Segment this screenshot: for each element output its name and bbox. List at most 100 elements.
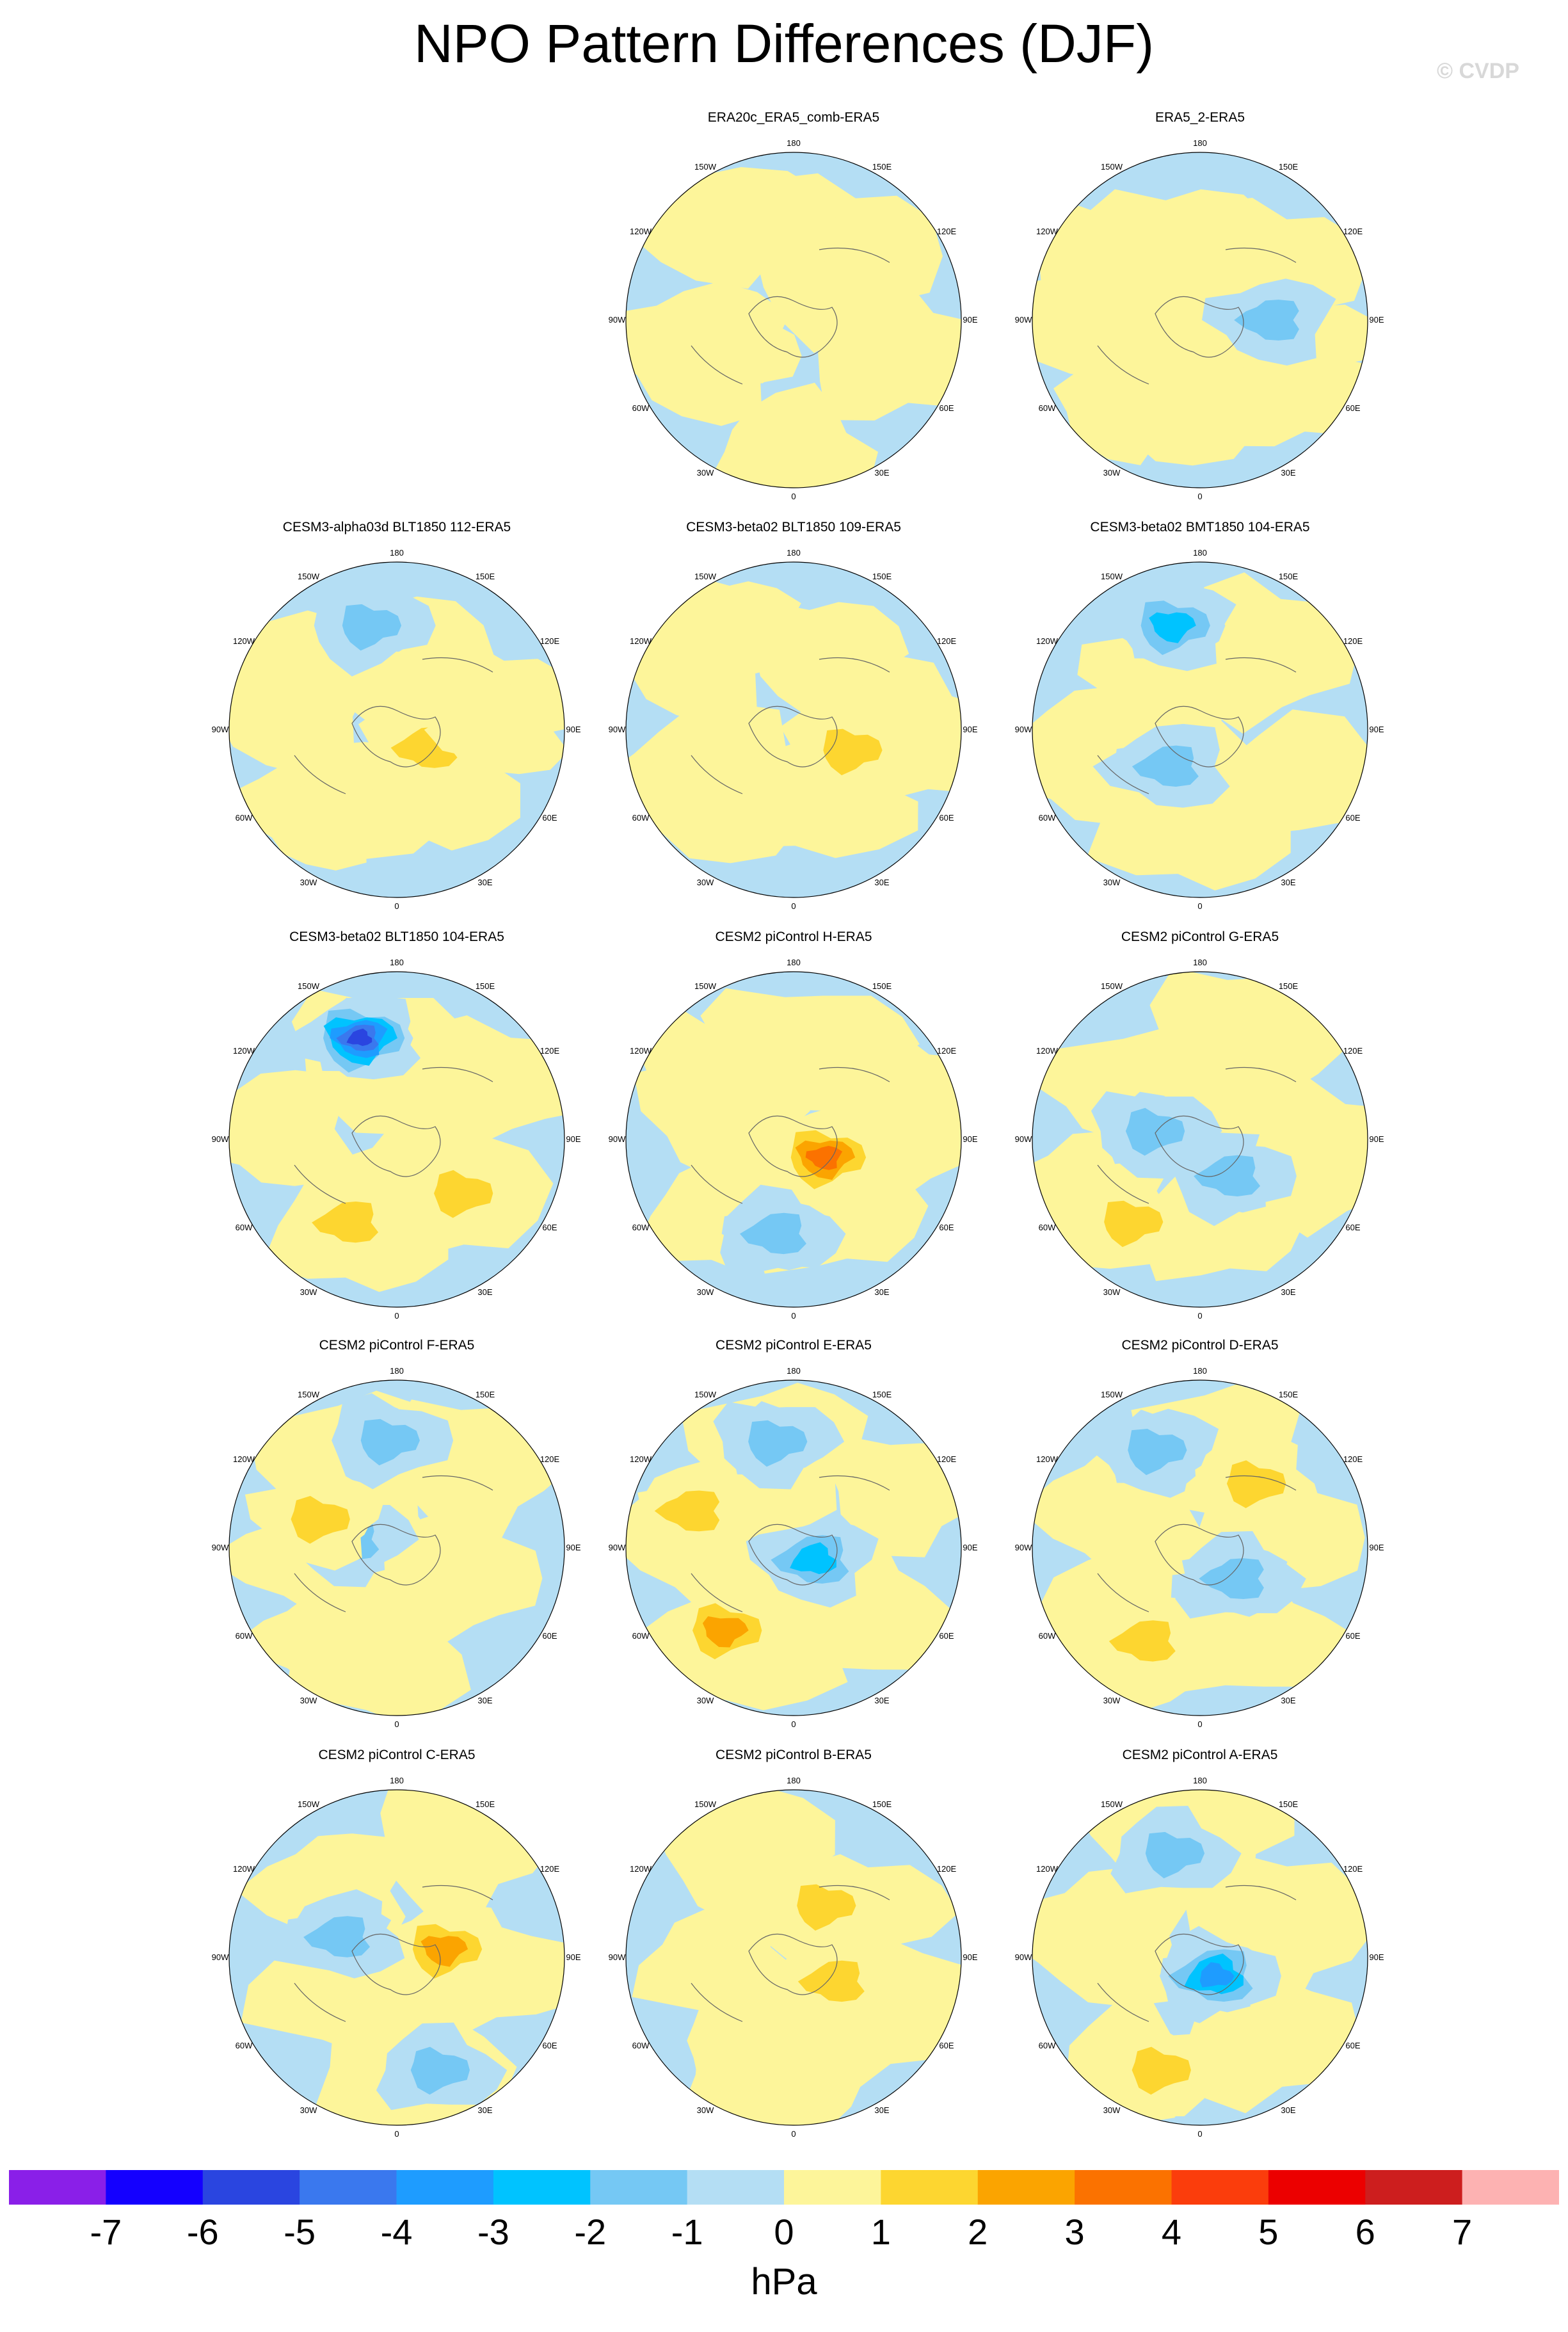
- positive-anomaly-level: [657, 1023, 756, 1096]
- longitude-label: 150W: [1101, 1799, 1123, 1809]
- map-panel: CESM2 piControl G-ERA5 180 150E 120E 90E 60E 3…: [1008, 928, 1392, 1338]
- negative-anomaly-level: [303, 1916, 371, 1958]
- longitude-label: 60W: [236, 1631, 253, 1641]
- coastline: [294, 657, 493, 794]
- longitude-label: 120E: [937, 227, 957, 236]
- longitude-label: 30E: [1281, 1287, 1295, 1297]
- longitude-label: 150W: [694, 1390, 717, 1399]
- longitude-label: 30W: [697, 468, 714, 478]
- longitude-label: 120W: [630, 1046, 652, 1056]
- longitude-label: 180: [1193, 958, 1207, 967]
- longitude-label: 120E: [1343, 636, 1363, 646]
- longitude-label: 0: [791, 492, 796, 501]
- longitude-label: 90E: [566, 1543, 580, 1552]
- panel-title: CESM3-beta02 BLT1850 109-ERA5: [686, 520, 901, 535]
- longitude-label: 180: [787, 958, 801, 967]
- weak-positive-region: [1252, 1077, 1368, 1238]
- longitude-label: 60W: [236, 1223, 253, 1232]
- longitude-label: 0: [394, 901, 399, 911]
- longitude-label: 150E: [476, 981, 495, 991]
- longitude-label: 90E: [566, 725, 580, 734]
- longitude-label: 0: [1197, 492, 1202, 501]
- polar-map: 180 150E 120E 90E 60E 30E 0 30W 60W 90W 120W 150W: [1015, 138, 1384, 501]
- longitude-label: 90E: [1369, 1543, 1384, 1552]
- map-border: [625, 1789, 962, 2126]
- longitude-label: 0: [1197, 1311, 1202, 1321]
- colorbar-segment: [1268, 2170, 1366, 2205]
- longitude-label: 120W: [630, 1864, 652, 1874]
- colorbar-tick-label: 0: [774, 2212, 794, 2252]
- negative-anomaly-level: [410, 2047, 470, 2095]
- polar-map: 180 150E 120E 90E 60E 30E 0 30W 60W 90W 120W 150W: [1015, 1776, 1384, 2139]
- longitude-label: 180: [390, 1366, 404, 1376]
- negative-anomaly-level: [360, 1419, 420, 1466]
- longitude-label: 150E: [872, 162, 892, 172]
- panel-title: CESM3-alpha03d BLT1850 112-ERA5: [282, 520, 511, 535]
- longitude-label: 120W: [1036, 1046, 1059, 1056]
- longitude-label: 180: [787, 138, 801, 148]
- map-panel: ERA20c_ERA5_comb-ERA5 180 150E 120E 90E 60E 30…: [602, 109, 986, 519]
- colorbar-tick-label: -1: [671, 2212, 703, 2252]
- longitude-label: 120E: [1343, 1864, 1363, 1874]
- colorbar-tick-label: 5: [1258, 2212, 1279, 2252]
- panel-title: CESM2 piControl B-ERA5: [716, 1748, 872, 1762]
- colorbar-tick-label: 4: [1161, 2212, 1182, 2252]
- longitude-label: 30W: [697, 878, 714, 887]
- polar-map: 180 150E 120E 90E 60E 30E 0 30W 60W 90W 120W 150W: [212, 548, 581, 911]
- colorbar-tick-label: 6: [1355, 2212, 1375, 2252]
- longitude-label: 30E: [477, 2105, 492, 2115]
- map-panel: CESM2 piControl H-ERA5 180 150E 120E 90E 60E 3…: [602, 928, 986, 1338]
- polar-map: 180 150E 120E 90E 60E 30E 0 30W 60W 90W 120W 150W: [212, 958, 581, 1321]
- longitude-label: 30W: [300, 2105, 317, 2115]
- longitude-label: 30W: [697, 2105, 714, 2115]
- polar-map: 180 150E 120E 90E 60E 30E 0 30W 60W 90W 120W 150W: [1015, 1366, 1384, 1729]
- longitude-label: 60E: [542, 2041, 557, 2050]
- longitude-label: 120W: [630, 636, 652, 646]
- colorbar-segment: [590, 2170, 688, 2205]
- positive-anomaly-level: [678, 593, 785, 663]
- positive-anomaly-level: [1132, 2047, 1191, 2095]
- longitude-label: 0: [394, 1719, 399, 1729]
- colorbar-labels: -7 -6 -5 -4 -3 -2 -1 0 1 2 3 4 5 6 7: [0, 2212, 1568, 2256]
- panel-title: CESM2 piControl F-ERA5: [319, 1338, 475, 1353]
- panel-title: CESM2 piControl H-ERA5: [715, 929, 872, 944]
- colorbar-units: hPa: [751, 2261, 817, 2303]
- colorbar-tick-label: -6: [186, 2212, 219, 2252]
- panel-title: CESM3-beta02 BLT1850 104-ERA5: [289, 929, 504, 944]
- longitude-label: 150E: [872, 1799, 892, 1809]
- longitude-label: 180: [787, 548, 801, 558]
- colorbar-tick-label: 1: [870, 2212, 891, 2252]
- coastline: [691, 1066, 890, 1204]
- colorbar-segment: [881, 2170, 979, 2205]
- longitude-label: 30E: [477, 1287, 492, 1297]
- map-border: [1032, 561, 1368, 898]
- longitude-label: 120W: [1036, 227, 1059, 236]
- polar-map: 180 150E 120E 90E 60E 30E 0 30W 60W 90W 120W 150W: [609, 138, 978, 501]
- colorbar-tick-label: -4: [380, 2212, 413, 2252]
- longitude-label: 120W: [1036, 636, 1059, 646]
- positive-anomaly-level: [1053, 220, 1150, 293]
- negative-anomaly-level: [346, 1028, 372, 1046]
- longitude-label: 60E: [542, 1223, 557, 1232]
- longitude-label: 120E: [1343, 1046, 1363, 1056]
- longitude-label: 90W: [1015, 1952, 1032, 1962]
- longitude-label: 30E: [874, 1696, 889, 1705]
- longitude-label: 90E: [963, 1543, 977, 1552]
- longitude-label: 150W: [1101, 572, 1123, 581]
- map-border: [1032, 1789, 1368, 2126]
- longitude-label: 150E: [872, 981, 892, 991]
- longitude-label: 0: [791, 1719, 796, 1729]
- longitude-label: 30E: [477, 1696, 492, 1705]
- polar-map: 180 150E 120E 90E 60E 30E 0 30W 60W 90W 120W 150W: [609, 548, 978, 911]
- longitude-label: 120E: [937, 1454, 957, 1464]
- longitude-label: 150E: [872, 1390, 892, 1399]
- panel-title: CESM2 piControl D-ERA5: [1121, 1338, 1279, 1353]
- longitude-label: 60W: [632, 2041, 650, 2050]
- map-panel: CESM3-beta02 BLT1850 104-ERA5 180 150E 120E…: [205, 928, 589, 1338]
- longitude-label: 90W: [212, 1543, 229, 1552]
- map-border: [625, 152, 962, 488]
- weak-positive-region: [1032, 1867, 1191, 2007]
- positive-anomaly-level: [449, 696, 556, 768]
- longitude-label: 60E: [542, 813, 557, 823]
- longitude-label: 180: [787, 1366, 801, 1376]
